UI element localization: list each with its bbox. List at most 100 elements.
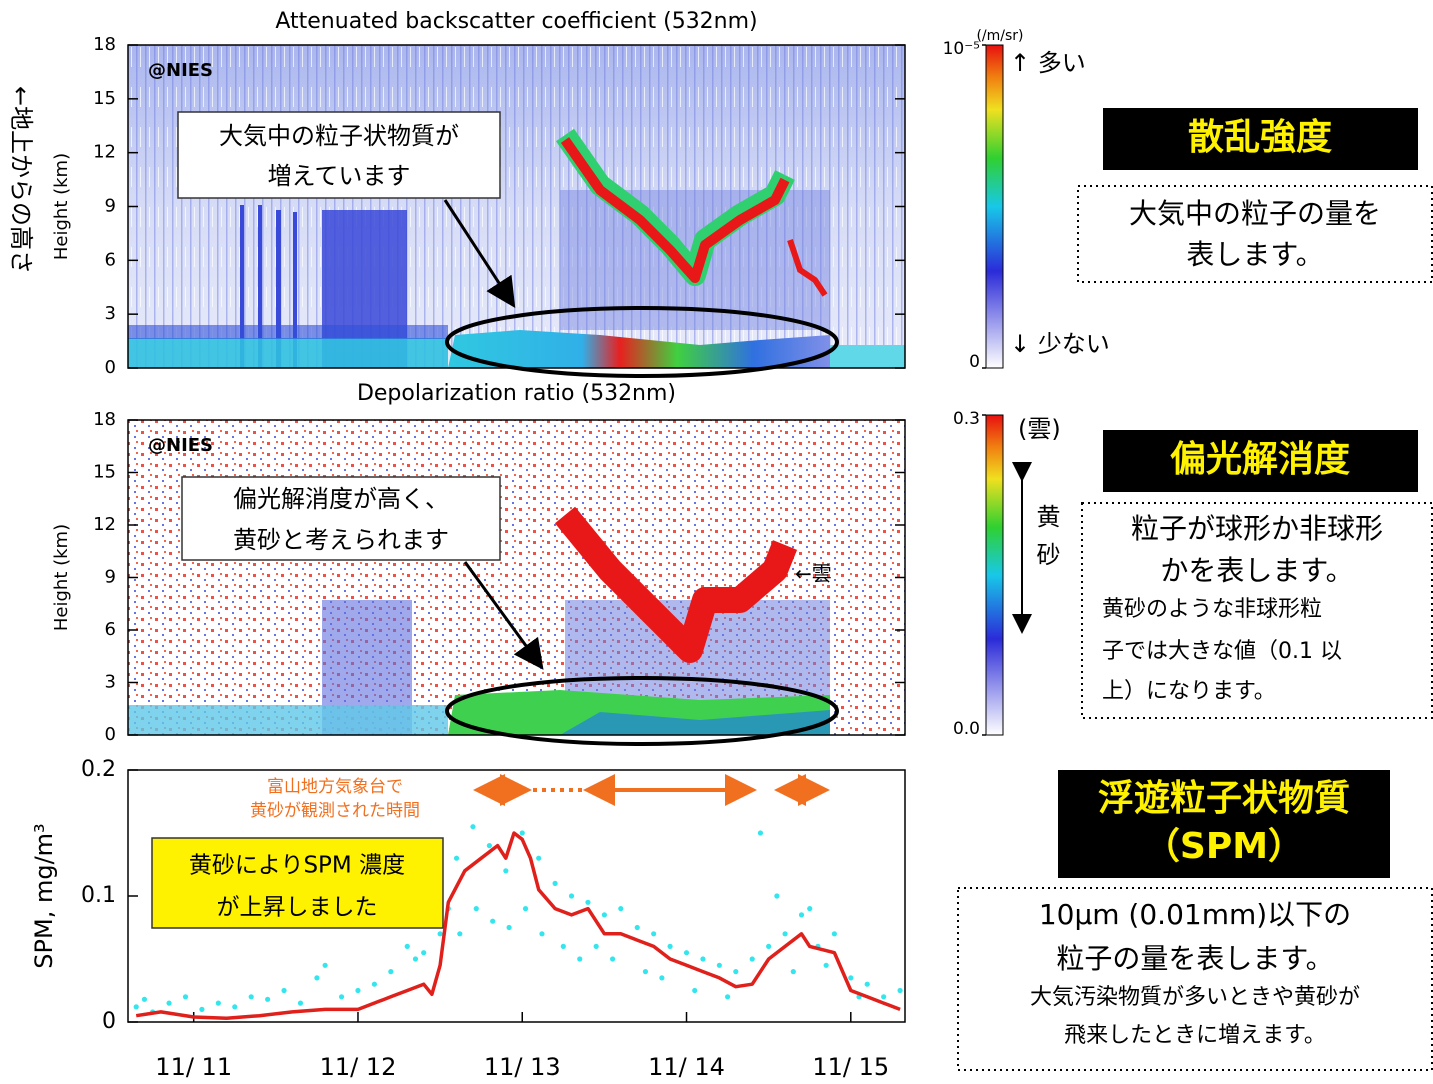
spm-dot [536,856,541,861]
spm-dot [142,997,147,1002]
spm-dot [421,950,426,955]
spm-dot [265,997,270,1002]
spm-dot [733,969,738,974]
colorbar-bottom-label: ↓ 少ない [1010,330,1110,358]
cloud-label: ←雲 [795,562,832,586]
annotation: 富山地方気象台で [267,777,403,797]
y-tick-label: 9 [105,196,116,217]
spm-dot [659,975,664,980]
backscatter-image [128,45,1003,376]
spm-dot [507,925,512,930]
spm-dot [413,956,418,961]
spm-dot [314,975,319,980]
y-tick-label: 0 [105,724,116,745]
y-axis-label: Height (km) [51,524,72,631]
y-tick-label: 3 [105,303,116,324]
spm-dot [520,830,525,835]
y-axis-label: Height (km) [51,153,72,260]
y-tick-label: 0 [102,1009,116,1034]
colorbar-unit: (/m/sr) [976,28,1023,44]
side-heading: （SPM） [1144,826,1304,867]
y-axis-label: SPM, mg/m³ [30,823,58,968]
y-tick-label: 0.1 [81,883,116,908]
colorbar-tick-label: 0.3 [953,409,980,429]
spm-dot [474,906,479,911]
side-text: 表します。 [1186,238,1323,271]
spm-dot [897,988,902,993]
spm-dot [569,893,574,898]
side-detail: 飛来したときに増えます。 [1064,1023,1326,1048]
x-tick-label: 11/ 14 [648,1053,725,1081]
y-tick-label: 6 [105,249,116,270]
y-tick-label: 15 [93,462,116,483]
colorbar-tick-label: 10⁻⁵ [943,39,980,59]
spm-dot [782,931,787,936]
side-text: かを表します。 [1160,554,1353,587]
spm-dot [602,912,607,917]
spm-dot [216,1001,221,1006]
spm-dot [183,994,188,999]
spm-dot [725,994,730,999]
spm-dot [807,906,812,911]
y-tick-label: 9 [105,567,116,588]
spm-dot [166,1001,171,1006]
side-heading: 浮遊粒子状物質 [1098,778,1350,819]
depolarization-image [128,415,1022,744]
spm-dot [281,988,286,993]
spm-dot [667,944,672,949]
spm-dot [470,824,475,829]
y-tick-label: 12 [93,514,116,535]
spm-dot [692,988,697,993]
chart-title: Attenuated backscatter coefficient (532n… [275,9,757,34]
spm-dot [774,893,779,898]
side-detail: 上）になります。 [1102,679,1276,704]
spm-dot [199,1007,204,1012]
y-tick-label: 0 [105,357,116,378]
side-detail: 子では大きな値（0.1 以 [1102,639,1342,664]
spm-dot [539,931,544,936]
x-tick-label: 11/ 11 [155,1053,232,1081]
spm-dot [881,994,886,999]
spm-dot [717,963,722,968]
spm-dot [323,963,328,968]
spm-dot [490,919,495,924]
callout-text: 黄砂と考えられます [233,526,449,554]
colorbar-tick-label: 0 [969,352,980,372]
side-text: 大気中の粒子の量を [1129,197,1381,230]
watermark: @NIES [148,60,213,81]
callout-text: 増えています [268,162,411,190]
spm-dot [523,906,528,911]
spm-dot [298,1001,303,1006]
y-tick-label: 0.2 [81,757,116,782]
y-tick-label: 18 [93,409,116,430]
spm-dot [824,963,829,968]
spm-dot [553,881,558,886]
y-tick-label: 3 [105,672,116,693]
spm-dot [585,900,590,905]
spm-dot [750,956,755,961]
spm-dot [618,906,623,911]
colorbar-top-label: (雲) [1018,415,1061,443]
spm-dot [594,944,599,949]
side-text: 粒子が球形か非球形 [1131,512,1383,545]
y-tick-label: 12 [93,142,116,163]
spm-dot [766,944,771,949]
spm-dot [651,931,656,936]
spm-dot [643,969,648,974]
spm-dot [700,956,705,961]
spm-dot [758,830,763,835]
height-note: ←地上からの高さ [7,86,35,274]
y-tick-label: 6 [105,619,116,640]
callout-text: が上昇しました [217,895,378,921]
spm-dot [635,925,640,930]
spm-dot [232,1004,237,1009]
spm-dot [355,988,360,993]
side-detail: 大気汚染物質が多いときや黄砂が [1030,985,1360,1010]
side-detail: 黄砂のような非球形粒 [1102,597,1322,622]
spm-dot [457,931,462,936]
spm-dot [339,994,344,999]
chart-title: Depolarization ratio (532nm) [357,381,676,406]
spm-dot [848,975,853,980]
watermark: @NIES [148,435,213,456]
callout-text: 大気中の粒子状物質が [219,122,459,150]
